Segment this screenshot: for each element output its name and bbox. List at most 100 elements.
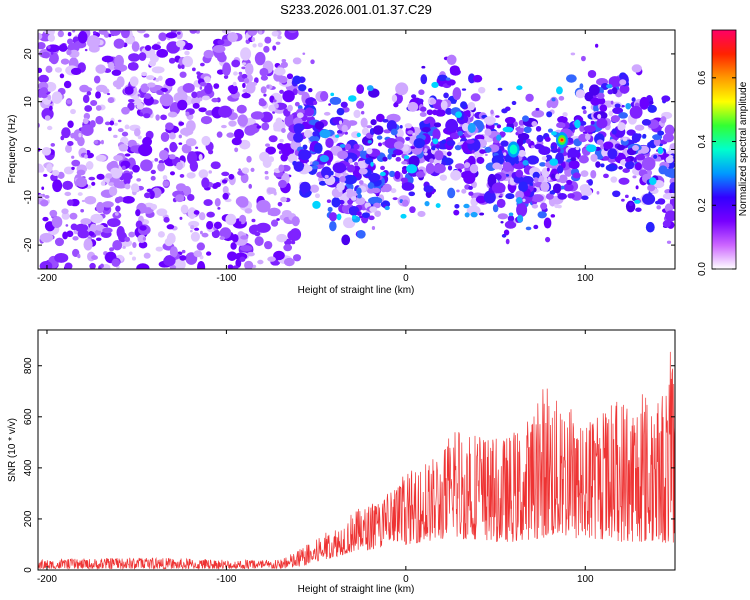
- noise-blob: [115, 205, 121, 212]
- noise-blob: [151, 44, 161, 51]
- signal-blob: [420, 74, 428, 85]
- signal-blob: [380, 165, 385, 171]
- signal-blob: [493, 122, 499, 126]
- signal-blob: [552, 183, 561, 194]
- noise-blob: [70, 67, 82, 76]
- colorbar-gradient: [711, 29, 737, 270]
- noise-blob: [157, 162, 166, 172]
- noise-blob: [241, 73, 248, 79]
- signal-blob: [337, 150, 349, 160]
- noise-blob: [240, 47, 252, 61]
- noise-blob: [226, 132, 235, 138]
- noise-blob: [242, 82, 246, 89]
- signal-blob: [387, 153, 392, 160]
- signal-blob: [369, 206, 378, 213]
- noise-blob: [101, 55, 114, 63]
- noise-blob: [186, 120, 196, 132]
- noise-blob: [227, 251, 237, 261]
- signal-blob: [356, 187, 362, 195]
- noise-blob: [78, 132, 82, 138]
- signal-blob: [567, 147, 580, 159]
- signal-blob: [515, 190, 525, 200]
- noise-blob: [259, 67, 269, 77]
- signal-blob: [522, 115, 530, 122]
- signal-blob: [618, 165, 623, 170]
- highlight-blob: [463, 203, 470, 209]
- heatmap-x-tick-label: 100: [577, 273, 594, 284]
- noise-blob: [178, 134, 182, 139]
- signal-blob: [328, 212, 338, 222]
- signal-blob: [635, 185, 639, 190]
- noise-blob: [109, 120, 115, 126]
- heatmap-y-tick-label: 20: [23, 48, 34, 60]
- signal-blob: [490, 109, 494, 115]
- noise-blob: [102, 227, 113, 234]
- noise-blob: [66, 49, 72, 56]
- noise-blob: [84, 48, 88, 52]
- noise-blob: [38, 32, 43, 40]
- noise-blob: [136, 263, 150, 269]
- signal-blob: [556, 122, 566, 129]
- noise-blob: [102, 88, 110, 95]
- noise-blob: [169, 246, 178, 258]
- noise-blob: [238, 221, 242, 225]
- noise-blob: [213, 221, 222, 229]
- signal-blob: [647, 104, 657, 113]
- signal-blob: [631, 64, 642, 73]
- colorbar-tick-label: 0.4: [697, 134, 708, 148]
- signal-blob: [492, 204, 499, 213]
- signal-blob: [449, 132, 460, 140]
- noise-blob: [221, 179, 228, 184]
- signal-blob: [499, 193, 503, 197]
- noise-blob: [187, 207, 197, 219]
- noise-blob: [94, 139, 99, 144]
- signal-blob: [293, 124, 303, 135]
- signal-blob: [522, 198, 526, 202]
- noise-blob: [187, 193, 195, 202]
- highlight-blob: [367, 139, 372, 144]
- signal-blob: [479, 149, 486, 154]
- noise-blob: [61, 212, 70, 220]
- signal-blob: [492, 162, 501, 170]
- noise-blob: [282, 90, 295, 103]
- noise-blob: [108, 186, 118, 197]
- noise-blob: [267, 207, 281, 217]
- noise-blob: [38, 74, 49, 84]
- noise-blob: [196, 242, 206, 251]
- signal-blob: [390, 188, 397, 194]
- noise-blob: [259, 151, 270, 162]
- snr-frame: [37, 329, 676, 571]
- signal-blob: [660, 116, 667, 124]
- snr-ylabel: SNR (10 * v/v): [7, 418, 18, 482]
- colorbar-tick-label: 0.2: [697, 198, 708, 212]
- signal-blob: [329, 96, 342, 105]
- signal-blob: [662, 192, 675, 200]
- noise-blob: [137, 94, 141, 97]
- signal-blob: [587, 179, 593, 186]
- signal-blob: [471, 149, 475, 154]
- signal-blob: [318, 180, 327, 186]
- signal-blob: [452, 87, 462, 101]
- signal-blob: [468, 103, 475, 111]
- signal-blob: [396, 128, 404, 139]
- noise-blob: [228, 84, 239, 95]
- signal-blob: [622, 168, 630, 173]
- signal-blob: [390, 128, 398, 136]
- noise-blob: [218, 105, 233, 118]
- signal-blob: [353, 109, 361, 119]
- noise-blob: [96, 201, 105, 214]
- signal-blob: [556, 165, 564, 174]
- noise-blob: [67, 120, 74, 128]
- noise-blob: [238, 168, 241, 171]
- noise-blob: [166, 224, 175, 230]
- noise-blob: [125, 36, 136, 45]
- noise-blob: [144, 93, 152, 99]
- noise-blob: [111, 258, 120, 267]
- signal-blob: [371, 225, 376, 231]
- noise-blob: [278, 179, 287, 189]
- noise-blob: [231, 137, 242, 146]
- highlight-blob: [435, 203, 441, 209]
- noise-blob: [273, 250, 285, 261]
- signal-blob: [546, 111, 553, 118]
- signal-blob: [298, 149, 312, 161]
